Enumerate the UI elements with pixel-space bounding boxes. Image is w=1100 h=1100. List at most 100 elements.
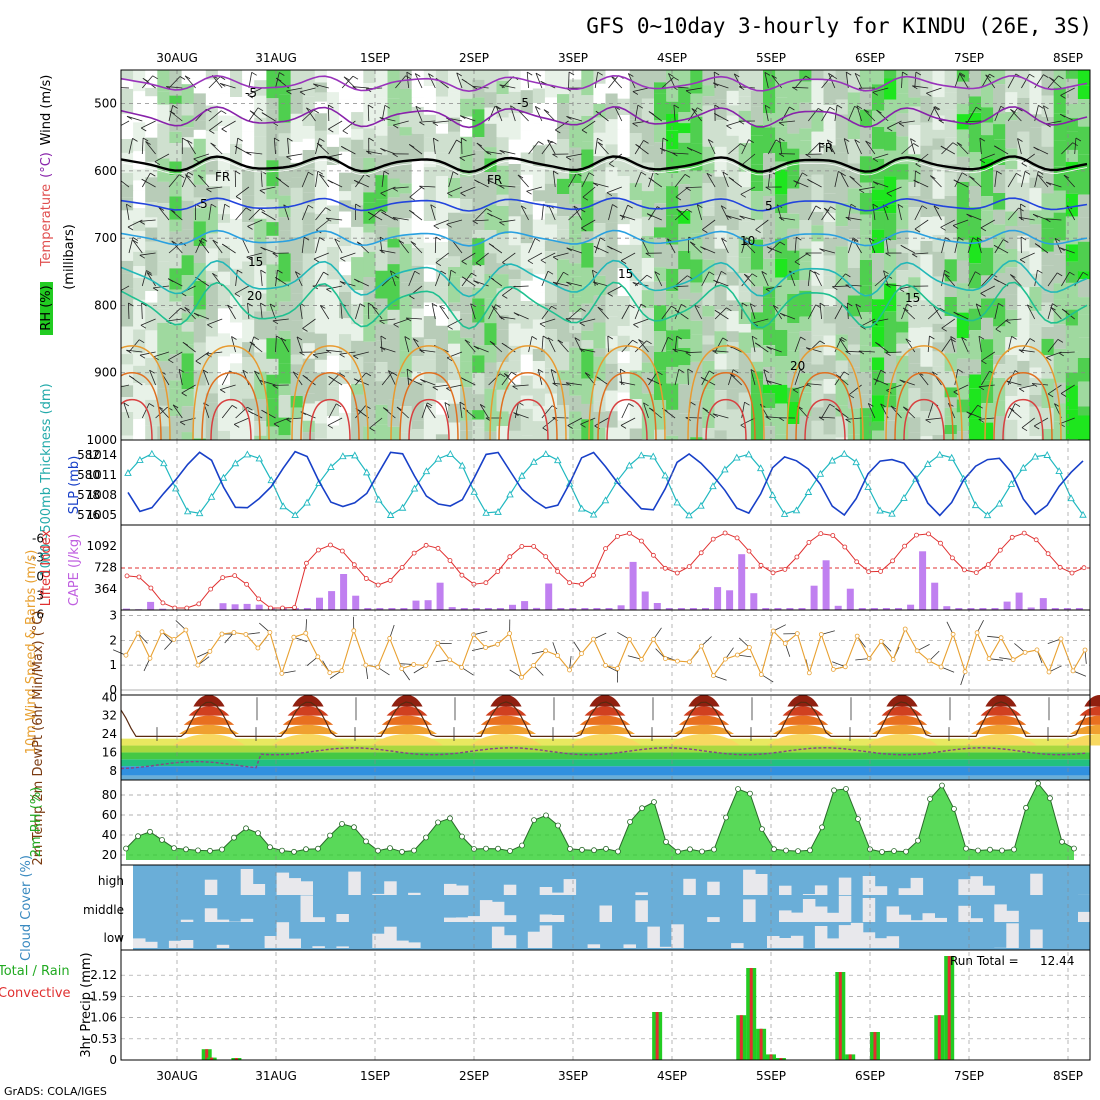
isotherm-warm-arch (894, 371, 954, 440)
wind-barb (280, 337, 290, 353)
rh-cell (944, 297, 958, 317)
wind-barb (566, 116, 583, 122)
rh-cell (1065, 325, 1079, 352)
lifted-index-point (172, 605, 178, 611)
rh-cell (569, 70, 583, 80)
rh-cell (532, 103, 546, 124)
rh-cell (932, 351, 946, 367)
wind-barb-flag (619, 381, 625, 386)
wind-barb (372, 306, 383, 320)
wind-barb (1018, 216, 1035, 221)
lifted-index-point (411, 550, 417, 556)
wind-barb (694, 304, 703, 320)
wind-barb-flag (1018, 349, 1025, 354)
rh-cell (593, 411, 607, 428)
thickness-point (553, 456, 562, 464)
rh-cell (775, 329, 789, 357)
wind-barb-flag (1024, 171, 1031, 175)
rh-cell (460, 387, 474, 410)
wind-barb-flag (751, 335, 758, 340)
temperature-tick: 40 (102, 690, 117, 704)
rh-cell (181, 344, 195, 354)
wind-barb-flag (854, 105, 860, 110)
rh-cell (641, 324, 655, 346)
wind-barb-flag (179, 76, 186, 80)
lifted-index-point (387, 578, 393, 583)
rh-cell (544, 203, 558, 214)
pressure-tick: 800 (94, 298, 117, 312)
wind-barb (794, 369, 801, 386)
rh-cell (1077, 358, 1090, 382)
wind-barb-flag (261, 112, 268, 116)
cape-tick: 1092 (86, 539, 117, 553)
wind-barb (393, 120, 409, 126)
wind-barb-flag (1005, 320, 1011, 324)
rh-cell (823, 289, 837, 307)
wind-barb (260, 303, 263, 320)
rh-cell (629, 307, 643, 332)
wind-barb-flag (708, 271, 715, 276)
wind-barb (126, 115, 143, 122)
wind-barb (328, 403, 337, 419)
cape-tick: 728 (94, 561, 117, 575)
wind-barb (241, 238, 250, 254)
rh-cell (181, 322, 195, 332)
rh-cell (375, 324, 389, 341)
wind-barb (566, 153, 582, 158)
cloud-cover-bar (910, 877, 924, 895)
rh-cell (1017, 226, 1031, 236)
wind-barb-flag (405, 317, 412, 322)
lifted-index-point (160, 600, 166, 606)
wind-barb (206, 186, 223, 190)
wind-barb-flag (978, 386, 985, 391)
wind-barb (1059, 417, 1075, 425)
wind-barb-flag (720, 205, 727, 210)
wind-barb-flag (341, 146, 347, 150)
rh-cell (968, 123, 982, 153)
slp-panel-bg (121, 440, 1090, 525)
rh-cell (181, 406, 195, 433)
wind-barb (927, 335, 930, 353)
wind-barb (475, 252, 489, 264)
wind-barb-flag (432, 122, 439, 127)
rh-cell (617, 187, 631, 201)
wind-barb (672, 348, 689, 353)
wind-barb (186, 140, 196, 155)
rh-cell (496, 353, 510, 363)
wind-barb-flag (1037, 174, 1044, 179)
rh-cell (351, 290, 365, 304)
wind-barb-flag (328, 104, 334, 109)
wind-barb-flag (461, 137, 467, 142)
wind-barb-flag (1045, 181, 1052, 186)
thickness-point (816, 469, 825, 477)
wind-barb (459, 402, 463, 419)
wind-barb-flag (410, 241, 417, 245)
rh-cell (775, 384, 789, 404)
temperature-hump (579, 715, 631, 725)
rh-cell (581, 141, 595, 150)
rh-cell (205, 382, 219, 394)
rh-cell (121, 197, 135, 211)
rh-cell (496, 70, 510, 81)
rh-cell (205, 304, 219, 321)
rh-cell (290, 208, 304, 237)
rh-point (999, 847, 1005, 854)
precip-convective-bar (937, 1015, 941, 1060)
rh-cell (242, 291, 256, 320)
wind-barb (431, 303, 436, 320)
wind-barb-flag (580, 308, 586, 312)
rh-cell (375, 135, 389, 156)
wind-barb (410, 241, 423, 254)
wind-barb (166, 86, 183, 89)
rh-cell (968, 359, 982, 375)
cloud-cover-bar (802, 894, 816, 895)
wind-barb (779, 312, 796, 320)
cape-bar (593, 608, 601, 610)
rh-cell (629, 91, 643, 110)
wind-barb (685, 351, 702, 354)
wind-barb-flag (845, 71, 852, 76)
rh-cell (678, 223, 692, 251)
wind-barb (459, 153, 476, 158)
thickness-point (183, 507, 192, 515)
rh-cell (508, 323, 522, 346)
